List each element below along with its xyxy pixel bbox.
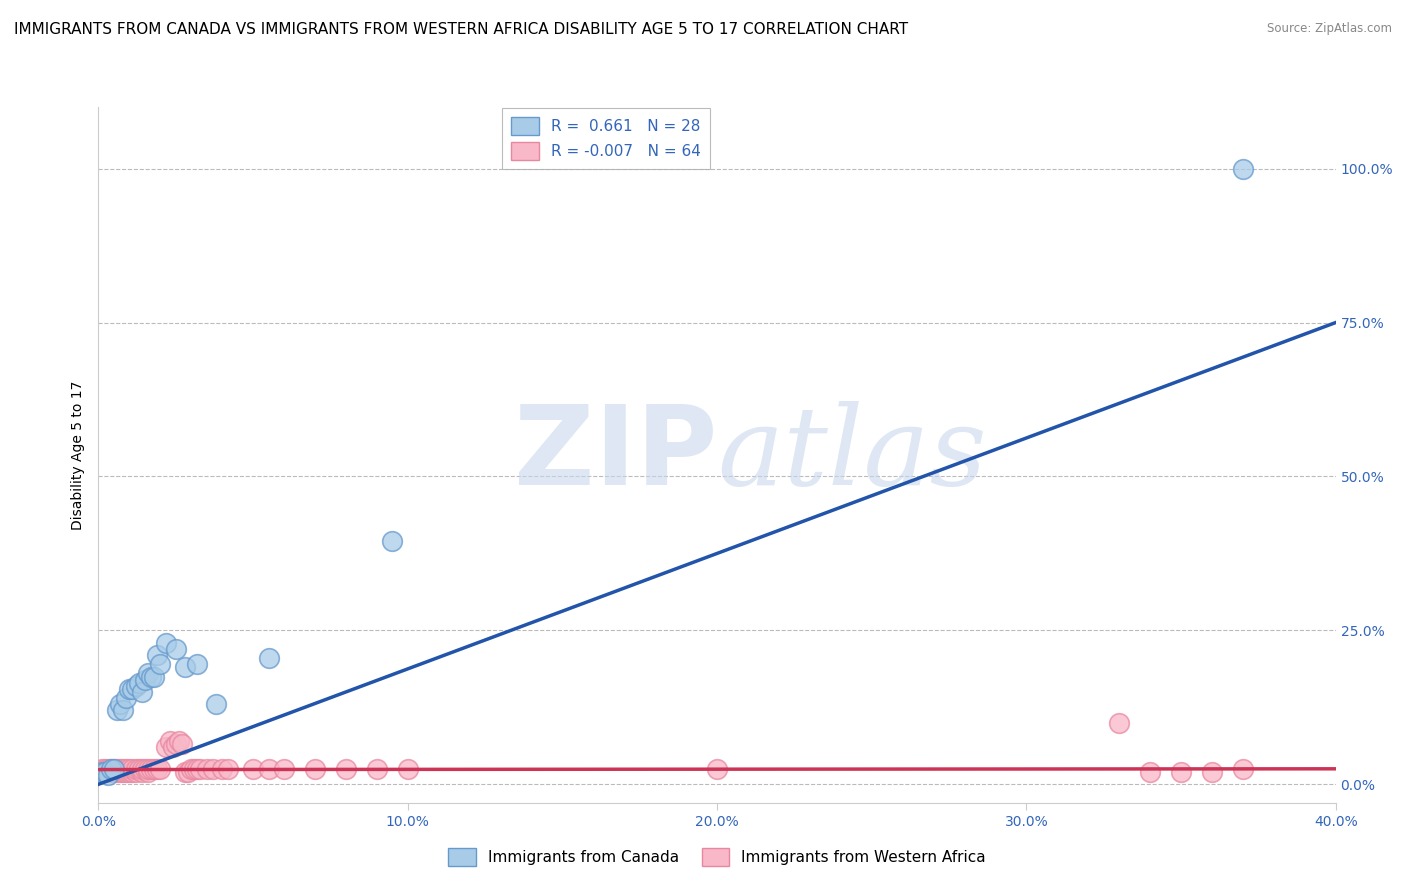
Point bbox=[97, 764, 120, 779]
Point bbox=[100, 762, 122, 776]
Text: atlas: atlas bbox=[717, 401, 987, 508]
Point bbox=[134, 673, 156, 687]
Point bbox=[90, 764, 112, 779]
Point bbox=[136, 764, 159, 779]
Point bbox=[167, 734, 190, 748]
Point bbox=[97, 762, 120, 776]
Point bbox=[149, 762, 172, 776]
Y-axis label: Disability Age 5 to 17: Disability Age 5 to 17 bbox=[72, 380, 86, 530]
Point bbox=[165, 641, 187, 656]
Point bbox=[112, 703, 135, 717]
Point bbox=[180, 762, 202, 776]
Point bbox=[155, 636, 177, 650]
Point bbox=[134, 762, 156, 776]
Point bbox=[201, 762, 224, 776]
Point bbox=[124, 679, 146, 693]
Point bbox=[139, 762, 162, 776]
Point bbox=[131, 685, 153, 699]
Point bbox=[177, 764, 200, 779]
Point bbox=[186, 657, 208, 672]
Point bbox=[121, 762, 143, 776]
Text: Source: ZipAtlas.com: Source: ZipAtlas.com bbox=[1267, 22, 1392, 36]
Point bbox=[273, 762, 295, 776]
Point bbox=[103, 762, 125, 776]
Point bbox=[257, 762, 280, 776]
Point bbox=[162, 740, 184, 755]
Point bbox=[155, 740, 177, 755]
Point bbox=[118, 681, 141, 696]
Point bbox=[105, 762, 128, 776]
Point bbox=[381, 534, 404, 549]
Point bbox=[105, 703, 128, 717]
Point bbox=[143, 669, 166, 683]
Legend: Immigrants from Canada, Immigrants from Western Africa: Immigrants from Canada, Immigrants from … bbox=[441, 842, 993, 871]
Point bbox=[105, 764, 128, 779]
Point bbox=[190, 762, 212, 776]
Point bbox=[100, 764, 122, 779]
Point bbox=[174, 764, 197, 779]
Point bbox=[1201, 764, 1223, 779]
Point bbox=[165, 737, 187, 751]
Point bbox=[103, 764, 125, 779]
Point bbox=[131, 764, 153, 779]
Point bbox=[1232, 762, 1254, 776]
Text: IMMIGRANTS FROM CANADA VS IMMIGRANTS FROM WESTERN AFRICA DISABILITY AGE 5 TO 17 : IMMIGRANTS FROM CANADA VS IMMIGRANTS FRO… bbox=[14, 22, 908, 37]
Point bbox=[195, 762, 218, 776]
Point bbox=[146, 648, 169, 662]
Point bbox=[146, 762, 169, 776]
Point bbox=[1170, 764, 1192, 779]
Point bbox=[139, 669, 162, 683]
Point bbox=[108, 764, 131, 779]
Point bbox=[366, 762, 388, 776]
Point bbox=[118, 764, 141, 779]
Point bbox=[159, 734, 181, 748]
Point bbox=[115, 762, 138, 776]
Point bbox=[149, 657, 172, 672]
Point bbox=[112, 762, 135, 776]
Point bbox=[93, 764, 115, 779]
Point bbox=[93, 764, 115, 779]
Point bbox=[205, 698, 228, 712]
Point bbox=[124, 762, 146, 776]
Point bbox=[118, 762, 141, 776]
Point bbox=[1108, 715, 1130, 730]
Point bbox=[124, 764, 146, 779]
Point bbox=[97, 764, 120, 779]
Point bbox=[1139, 764, 1161, 779]
Point bbox=[115, 691, 138, 706]
Point bbox=[396, 762, 419, 776]
Point bbox=[1232, 161, 1254, 176]
Point bbox=[97, 768, 120, 782]
Point bbox=[174, 660, 197, 674]
Point bbox=[90, 762, 112, 776]
Point bbox=[304, 762, 326, 776]
Point bbox=[170, 737, 193, 751]
Point bbox=[128, 762, 150, 776]
Point bbox=[217, 762, 239, 776]
Point bbox=[335, 762, 357, 776]
Point bbox=[257, 651, 280, 665]
Point bbox=[100, 762, 122, 776]
Point bbox=[136, 762, 159, 776]
Point bbox=[143, 762, 166, 776]
Point bbox=[121, 764, 143, 779]
Point bbox=[186, 762, 208, 776]
Point bbox=[103, 762, 125, 776]
Point bbox=[112, 764, 135, 779]
Point bbox=[121, 681, 143, 696]
Point bbox=[706, 762, 728, 776]
Point bbox=[183, 762, 205, 776]
Point bbox=[242, 762, 264, 776]
Point bbox=[131, 762, 153, 776]
Point bbox=[108, 698, 131, 712]
Point bbox=[108, 762, 131, 776]
Point bbox=[136, 666, 159, 681]
Point bbox=[93, 762, 115, 776]
Point bbox=[211, 762, 233, 776]
Point bbox=[115, 764, 138, 779]
Point bbox=[90, 764, 112, 779]
Text: ZIP: ZIP bbox=[513, 401, 717, 508]
Point bbox=[128, 675, 150, 690]
